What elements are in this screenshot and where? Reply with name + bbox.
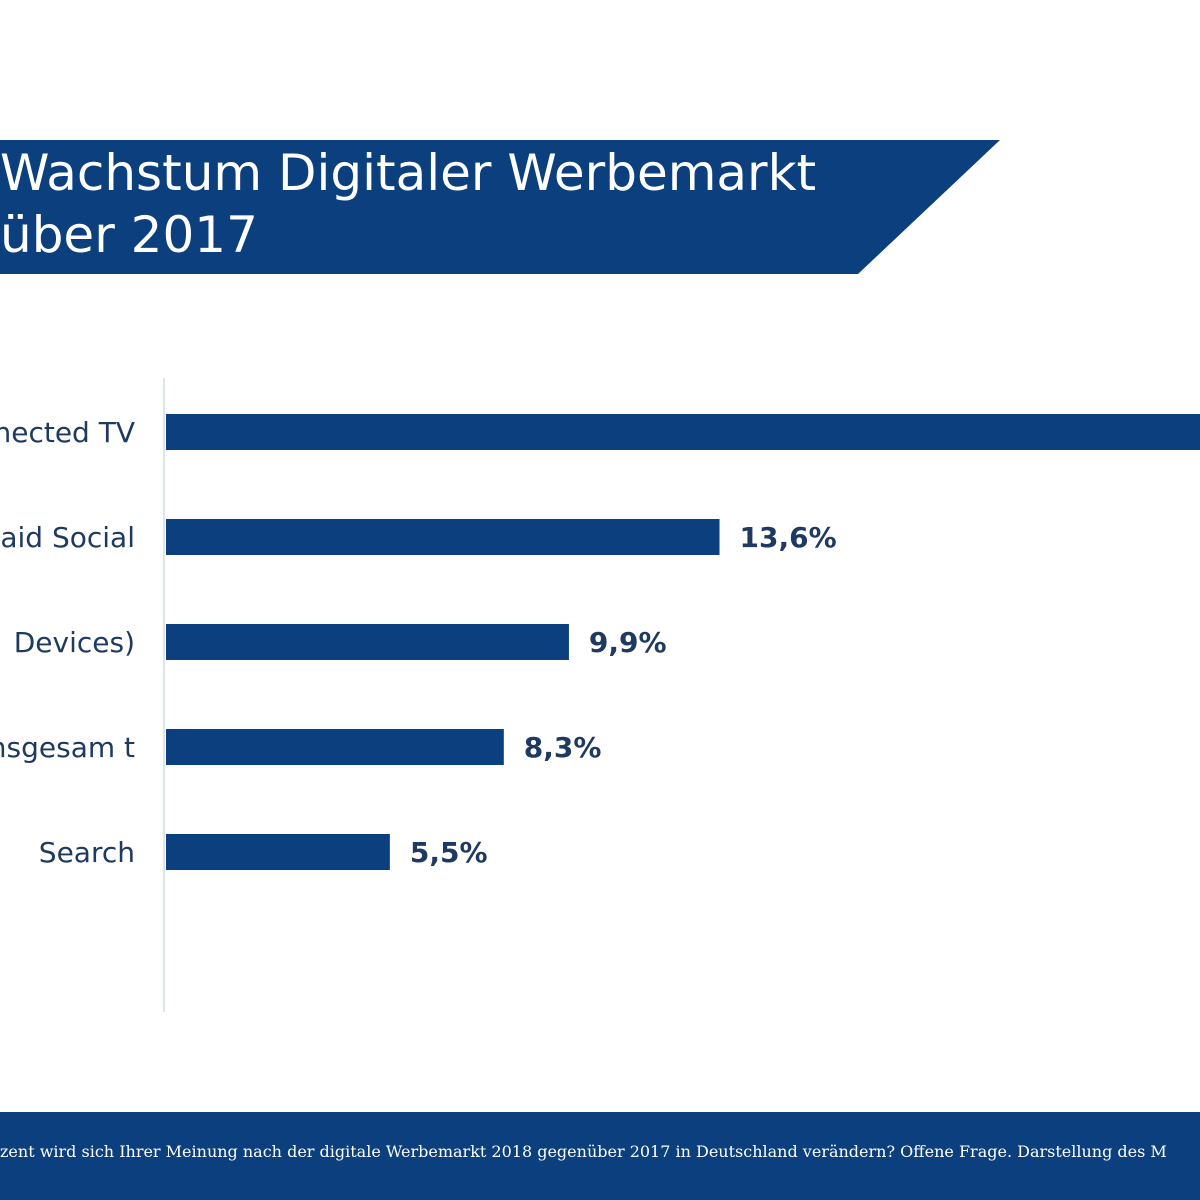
category-label-3: nsgesam t: [0, 731, 135, 764]
footer-note: zent wird sich Ihrer Meinung nach der di…: [0, 1142, 1167, 1161]
category-label-2: Devices): [14, 626, 135, 659]
bar-2: [166, 624, 569, 660]
bar-0: [166, 414, 1200, 450]
value-label-1: 13,6%: [740, 521, 837, 554]
value-label-4: 5,5%: [410, 836, 488, 869]
value-label-3: 8,3%: [524, 731, 602, 764]
value-label-2: 9,9%: [589, 626, 667, 659]
chart-title-line2: über 2017: [0, 206, 258, 264]
footer-bar: [0, 1112, 1200, 1200]
bar-3: [166, 729, 504, 765]
title-banner: [0, 140, 1000, 274]
category-label-4: Search: [39, 836, 135, 869]
chart-title-line1: Wachstum Digitaler Werbemarkt: [0, 144, 817, 202]
bar-chart: nected TV aid Social 13,6% Devices) 9,9% nsge…: [0, 378, 1200, 1012]
bar-4: [166, 834, 390, 870]
category-label-0: nected TV: [0, 416, 135, 449]
category-label-1: aid Social: [0, 521, 135, 554]
bar-1: [166, 519, 720, 555]
